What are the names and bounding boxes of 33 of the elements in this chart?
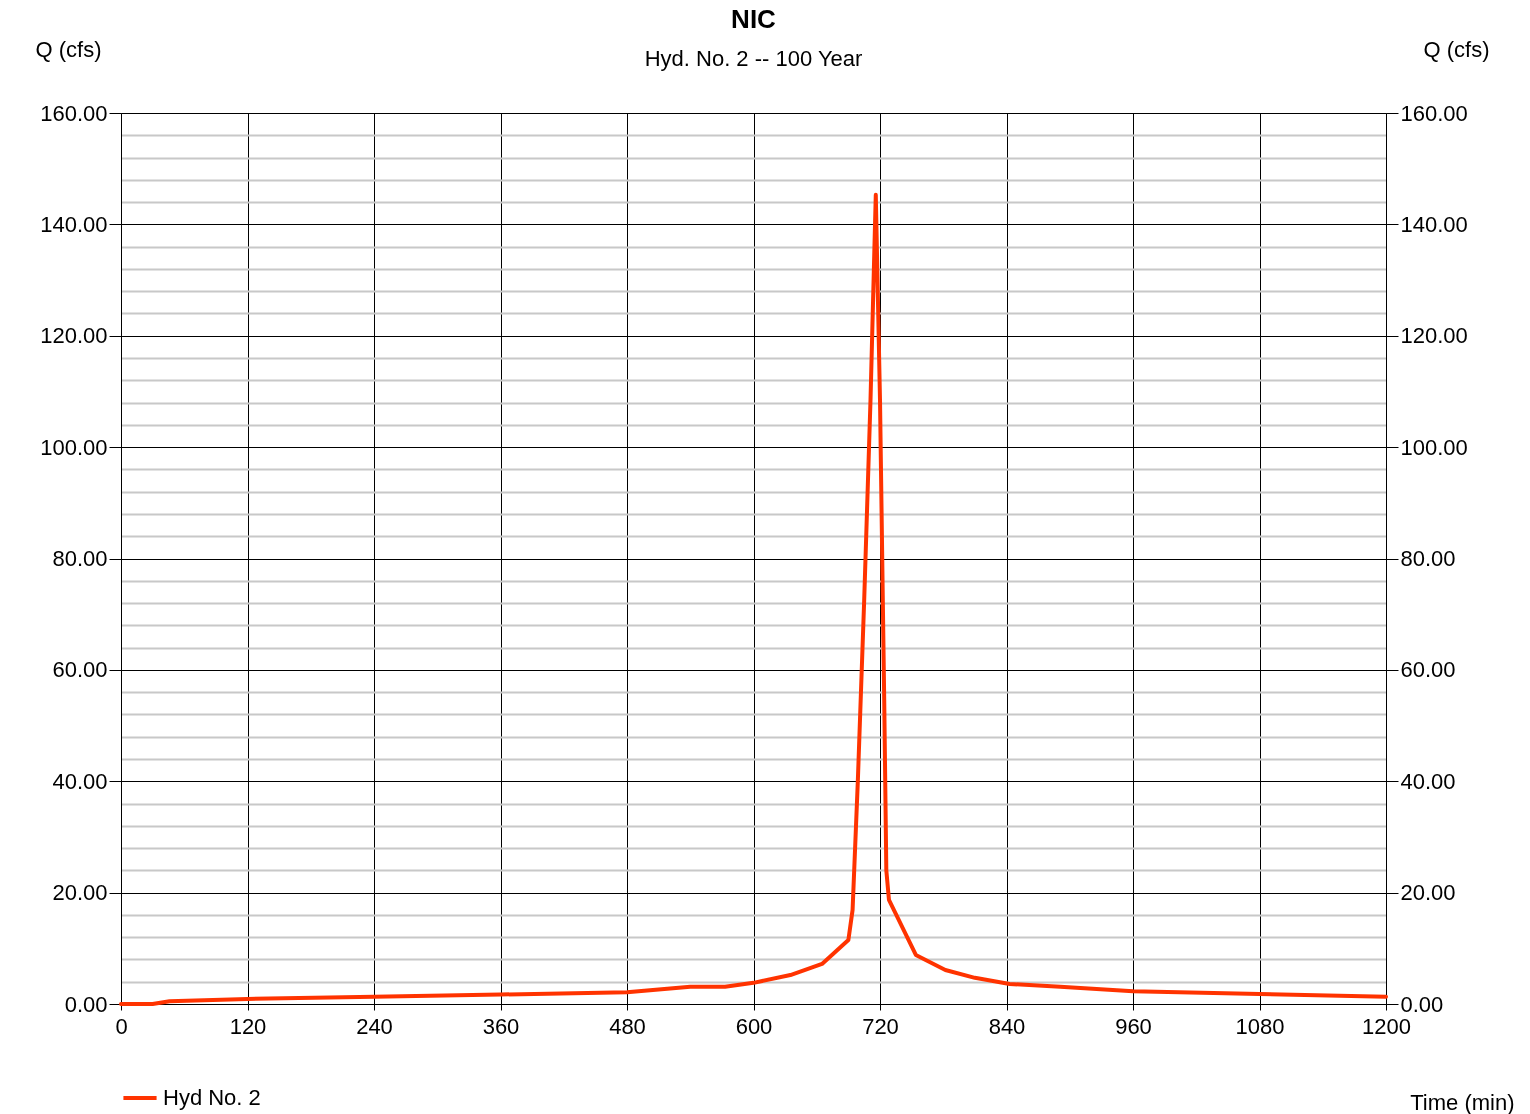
x-tick-label: 840	[988, 1013, 1026, 1039]
x-tick-label: 480	[609, 1013, 646, 1039]
y-tick-label: 0.00	[64, 991, 108, 1017]
y2-tick-label: 120.00	[1400, 323, 1468, 349]
y2-axis-title: Q (cfs)	[1423, 36, 1490, 62]
x-tick-label: 720	[862, 1013, 899, 1039]
y-tick-label: 60.00	[52, 657, 108, 683]
y-tick-label: 120.00	[40, 323, 108, 349]
x-tick-label: 600	[735, 1013, 773, 1039]
chart-subtitle: Hyd. No. 2 -- 100 Year	[644, 46, 863, 71]
y2-tick-label: 140.00	[1400, 211, 1468, 237]
y2-tick-label: 100.00	[1400, 434, 1468, 460]
y2-tick-label: 80.00	[1400, 546, 1456, 571]
y2-tick-label: 20.00	[1400, 880, 1456, 906]
y2-tick-label: 60.00	[1400, 657, 1456, 683]
x-tick-label: 0	[115, 1013, 128, 1039]
y-tick-label: 40.00	[52, 768, 108, 794]
legend-label: Hyd No. 2	[163, 1085, 261, 1110]
x-axis-title: Time (min)	[1410, 1089, 1515, 1114]
y-tick-label: 80.00	[52, 546, 108, 571]
y-tick-label: 100.00	[40, 434, 108, 460]
x-tick-label: 1080	[1235, 1013, 1285, 1039]
x-tick-label: 240	[356, 1013, 393, 1039]
y-axis-title: Q (cfs)	[35, 36, 102, 62]
y2-tick-label: 40.00	[1400, 768, 1456, 794]
y-tick-label: 160.00	[40, 100, 108, 126]
chart-title: NIC	[731, 4, 777, 34]
x-tick-label: 120	[229, 1013, 267, 1039]
x-tick-label: 960	[1115, 1013, 1152, 1039]
y2-tick-label: 160.00	[1400, 100, 1468, 126]
x-tick-label: 360	[482, 1013, 520, 1039]
y-tick-label: 140.00	[40, 211, 108, 237]
y-tick-label: 20.00	[52, 880, 108, 906]
